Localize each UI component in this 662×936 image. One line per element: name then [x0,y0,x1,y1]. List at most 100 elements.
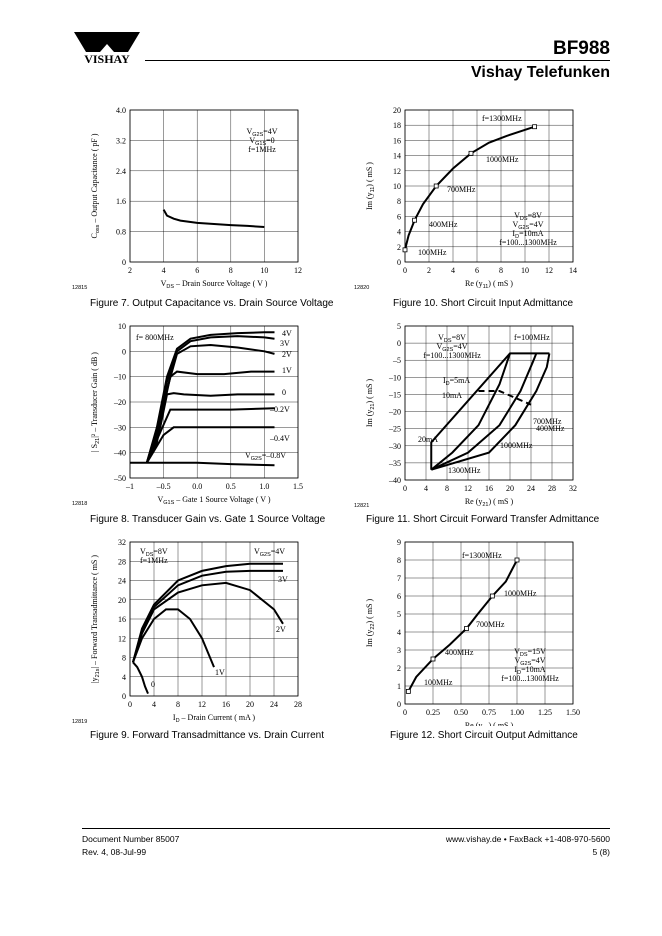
series-line-3V [145,335,275,464]
y-tick-label: 1.6 [116,197,126,206]
footer-rule [82,828,610,829]
y-tick-label: 4.0 [116,106,126,115]
legend-entry: f=1MHz [248,145,276,154]
figure-file-number: 12821 [354,503,369,509]
y-tick-label: 6 [397,212,401,221]
x-tick-label: 14 [569,266,577,275]
y-tick-label: –40 [388,476,401,485]
legend-entry: f=100...1300MHz [423,351,481,360]
series-line-4V [132,562,283,663]
series-line-1V [132,608,215,668]
plot-frame [129,325,299,479]
annotation: 0 [282,388,286,397]
legend-entry: ID=10mA [512,229,543,240]
y-tick-label: –30 [388,442,401,451]
annotation: 4V [282,329,292,338]
x-tick-label: 0 [128,700,132,709]
x-tick-label: 20 [506,484,514,493]
legend-entry: VDS=8V [514,211,542,222]
caption-fig7: Figure 7. Output Capacitance vs. Drain S… [90,298,334,309]
x-axis-label: Re (y11) ( mS ) [465,279,513,290]
y-tick-label: 8 [397,197,401,206]
y-tick-label: –50 [113,474,126,483]
annotation: 700MHz [476,620,505,629]
y-tick-label: 2.4 [116,167,126,176]
annotation: 700MHz [447,185,476,194]
x-tick-label: 0.75 [482,708,496,717]
y-tick-label: 0 [397,700,401,709]
x-tick-label: 16 [485,484,493,493]
y-tick-label: 5 [397,610,401,619]
x-tick-label: 24 [270,700,278,709]
x-tick-label: 0 [403,266,407,275]
y-tick-label: 20 [118,596,126,605]
chart-transducer-gain: –1 –0.5 0.0 0.5 1.0 1.5 –50 –40 –30 –20 –10 0 10 VG1S… [72,322,303,507]
y-tick-label: 24 [118,577,126,586]
y-axis-label: | S21|² – Transducer Gain ( dB ) [90,352,101,452]
annotation: 400MHz [429,220,458,229]
y-tick-label: –35 [388,459,401,468]
y-tick-label: 28 [118,557,126,566]
curve-label: VG2S=4V [254,547,285,558]
legend-entry: f=100...1300MHz [499,238,557,247]
plot-frame [404,109,574,263]
plot-frame [404,325,574,481]
annotation: 3V [280,339,290,348]
x-tick-label: –1 [125,482,134,491]
annotation: 10mA [442,391,462,400]
y-tick-label: 8 [122,654,126,663]
y-tick-label: 0 [122,692,126,701]
legend-entry: VDS=15V [514,647,546,658]
x-tick-label: 2 [128,266,132,275]
y-tick-label: 8 [397,556,401,565]
x-tick-label: 16 [222,700,230,709]
x-tick-label: 4 [162,266,166,275]
y-tick-label: 9 [397,538,401,547]
y-axis-label: Im (y21) ( mS ) [365,378,376,427]
annotation: f=1300MHz [482,114,522,123]
y-tick-label: 0 [397,258,401,267]
legend-entry: VG2S=4V [514,656,545,667]
annotation: 700MHz [533,417,562,426]
x-tick-label: 12 [464,484,472,493]
annotation: 400MHz [536,424,565,433]
y-axis-label: |y21s| – Forward Transadmittance ( mS ) [90,555,101,683]
series-line-2V [132,581,284,663]
x-tick-label: 1.00 [510,708,524,717]
y-tick-label: 20 [393,106,401,115]
data-marker [468,150,474,156]
y-tick-label: 3 [397,646,401,655]
x-tick-label: 4 [424,484,428,493]
legend-entry: VG2S=4V [246,127,277,138]
legend-entry: VDS=8V [438,333,466,344]
x-tick-label: 0 [403,484,407,493]
annotation: ID=5mA [443,376,470,387]
annotation: 1V [282,366,292,375]
y-tick-label: 18 [393,121,401,130]
data-marker [430,656,436,662]
annotation: 2V [282,350,292,359]
y-tick-label: 1 [397,682,401,691]
y-tick-label: 12 [118,634,126,643]
x-tick-label: 4 [152,700,156,709]
series-line [404,125,535,251]
caption-fig10: Figure 10. Short Circuit Input Admittanc… [393,298,574,309]
y-tick-label: 16 [118,615,126,624]
web-fax: www.vishay.de • FaxBack +1-408-970-5600 [445,834,610,844]
data-marker [489,593,495,599]
x-tick-label: 1.50 [566,708,580,717]
data-marker [433,183,439,189]
y-tick-label: –20 [388,408,401,417]
y-tick-label: 6 [397,592,401,601]
series-line-–0.4V [145,426,275,464]
x-tick-label: 1.5 [293,482,303,491]
x-tick-label: 0.5 [226,482,236,491]
y-tick-label: 10 [393,182,401,191]
caption-fig9: Figure 9. Forward Transadmittance vs. Dr… [90,730,324,741]
legend-entry: f=1MHz [140,556,168,565]
annotation: 1000MHz [486,155,519,164]
chart-forward-transfer-admittance: 0 4 8 12 16 20 24 28 32 –40 –35 –30 –25 –20 –15 –10 –5 0 5… [354,322,577,509]
legend-entry: VG1S=0 [249,136,274,147]
series-line-20mA [431,353,551,471]
caption-fig11: Figure 11. Short Circuit Forward Transfe… [366,514,600,525]
